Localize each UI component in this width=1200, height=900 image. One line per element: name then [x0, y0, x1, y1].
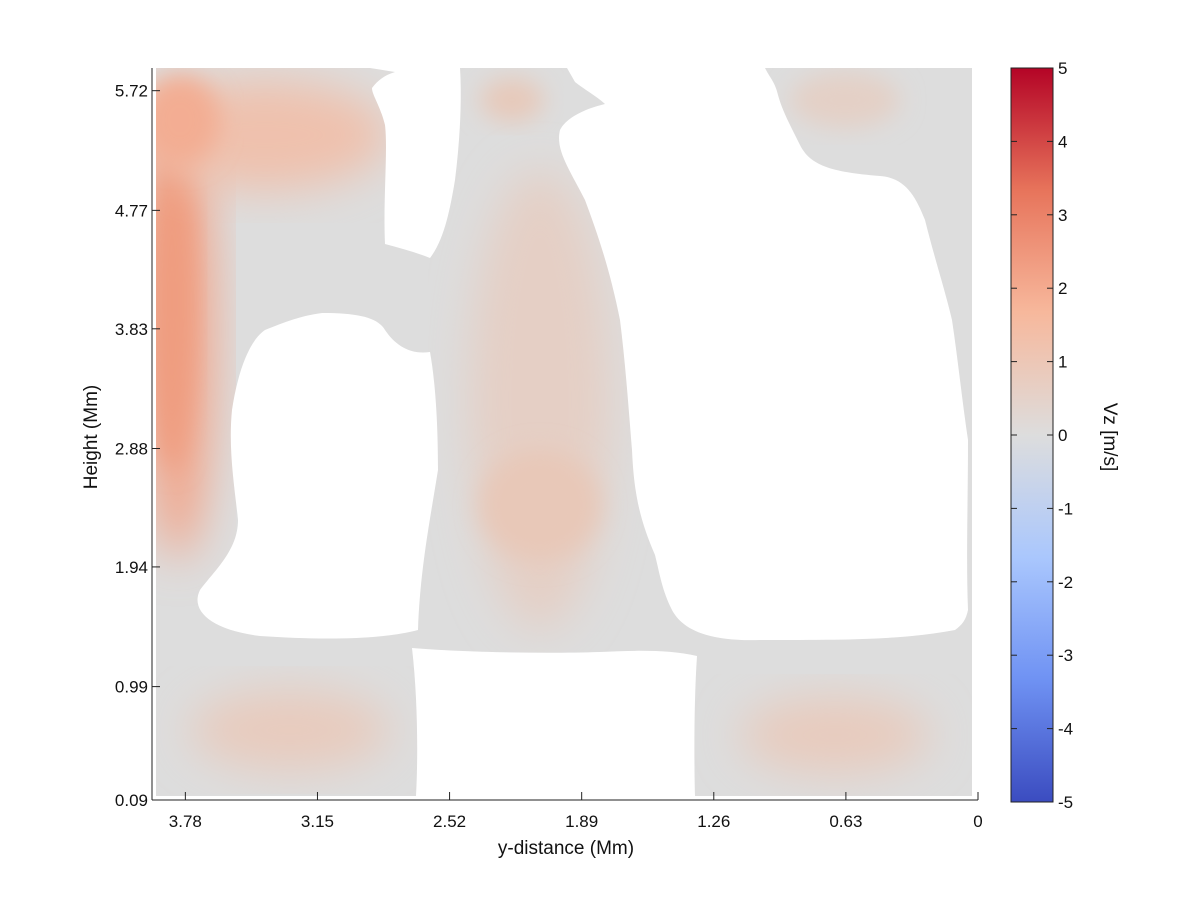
colorbar-tick-label: -4 — [1058, 720, 1073, 739]
colorbar-tick-label: -2 — [1058, 573, 1073, 592]
x-axis-label: y-distance (Mm) — [498, 838, 634, 859]
top-right-cell — [790, 72, 900, 128]
y-tick-label: 3.83 — [115, 320, 148, 339]
bottom-right-cell — [740, 697, 930, 773]
y-tick-label: 1.94 — [115, 558, 148, 577]
x-tick-label: 1.89 — [565, 812, 598, 831]
mask-bottom-gap — [412, 648, 697, 796]
x-tick-label: 0 — [973, 812, 982, 831]
colorbar-tick-label: 5 — [1058, 59, 1067, 78]
masked-regions — [197, 68, 968, 796]
colorbar-tick-label: 2 — [1058, 279, 1067, 298]
mask-top-left-notch — [370, 68, 461, 258]
axes: 3.78 3.15 2.52 1.89 1.26 0.63 0 0.09 0.99 1.94 2.… — [81, 68, 983, 859]
colorbar-tick-label: -5 — [1058, 793, 1073, 812]
colorbar-tick-label: 3 — [1058, 206, 1067, 225]
mask-left-middle — [197, 313, 438, 639]
x-tick-label: 0.63 — [829, 812, 862, 831]
plot-area — [156, 68, 972, 796]
colorbar-tick-label: 0 — [1058, 426, 1067, 445]
y-tick-label: 0.99 — [115, 678, 148, 697]
colorbar-label: Vz [m/s] — [1099, 403, 1120, 472]
y-ticks: 0.09 0.99 1.94 2.88 3.83 4.77 5.72 — [115, 82, 160, 810]
colorbar-scale — [1010, 67, 1054, 803]
colorbar: 5 4 3 2 1 0 -1 -2 -3 -4 -5 Vz [m/s] — [1010, 59, 1120, 812]
colorbar-tick-label: 4 — [1058, 132, 1067, 151]
y-axis-label: Height (Mm) — [81, 385, 102, 490]
x-tick-label: 1.26 — [697, 812, 730, 831]
bottom-left-cell — [190, 690, 390, 770]
x-ticks: 3.78 3.15 2.52 1.89 1.26 0.63 0 — [169, 792, 983, 831]
mask-right-large — [559, 68, 968, 641]
x-tick-label: 2.52 — [433, 812, 466, 831]
upper-left-hot — [156, 75, 220, 165]
colorbar-tick-label: -3 — [1058, 646, 1073, 665]
left-column-core — [156, 130, 194, 470]
colorbar-tick-label: -1 — [1058, 499, 1073, 518]
central-column — [470, 170, 610, 630]
central-top-cell — [480, 78, 544, 122]
x-tick-label: 3.78 — [169, 812, 202, 831]
colorbar-ticks: 5 4 3 2 1 0 -1 -2 -3 -4 -5 — [1011, 59, 1073, 812]
y-tick-label: 0.09 — [115, 791, 148, 810]
x-tick-label: 3.15 — [301, 812, 334, 831]
y-tick-label: 2.88 — [115, 439, 148, 458]
y-tick-label: 4.77 — [115, 201, 148, 220]
colorbar-tick-label: 1 — [1058, 353, 1067, 372]
central-core — [480, 450, 600, 560]
velocity-blobs — [156, 72, 930, 773]
y-tick-label: 5.72 — [115, 82, 148, 101]
